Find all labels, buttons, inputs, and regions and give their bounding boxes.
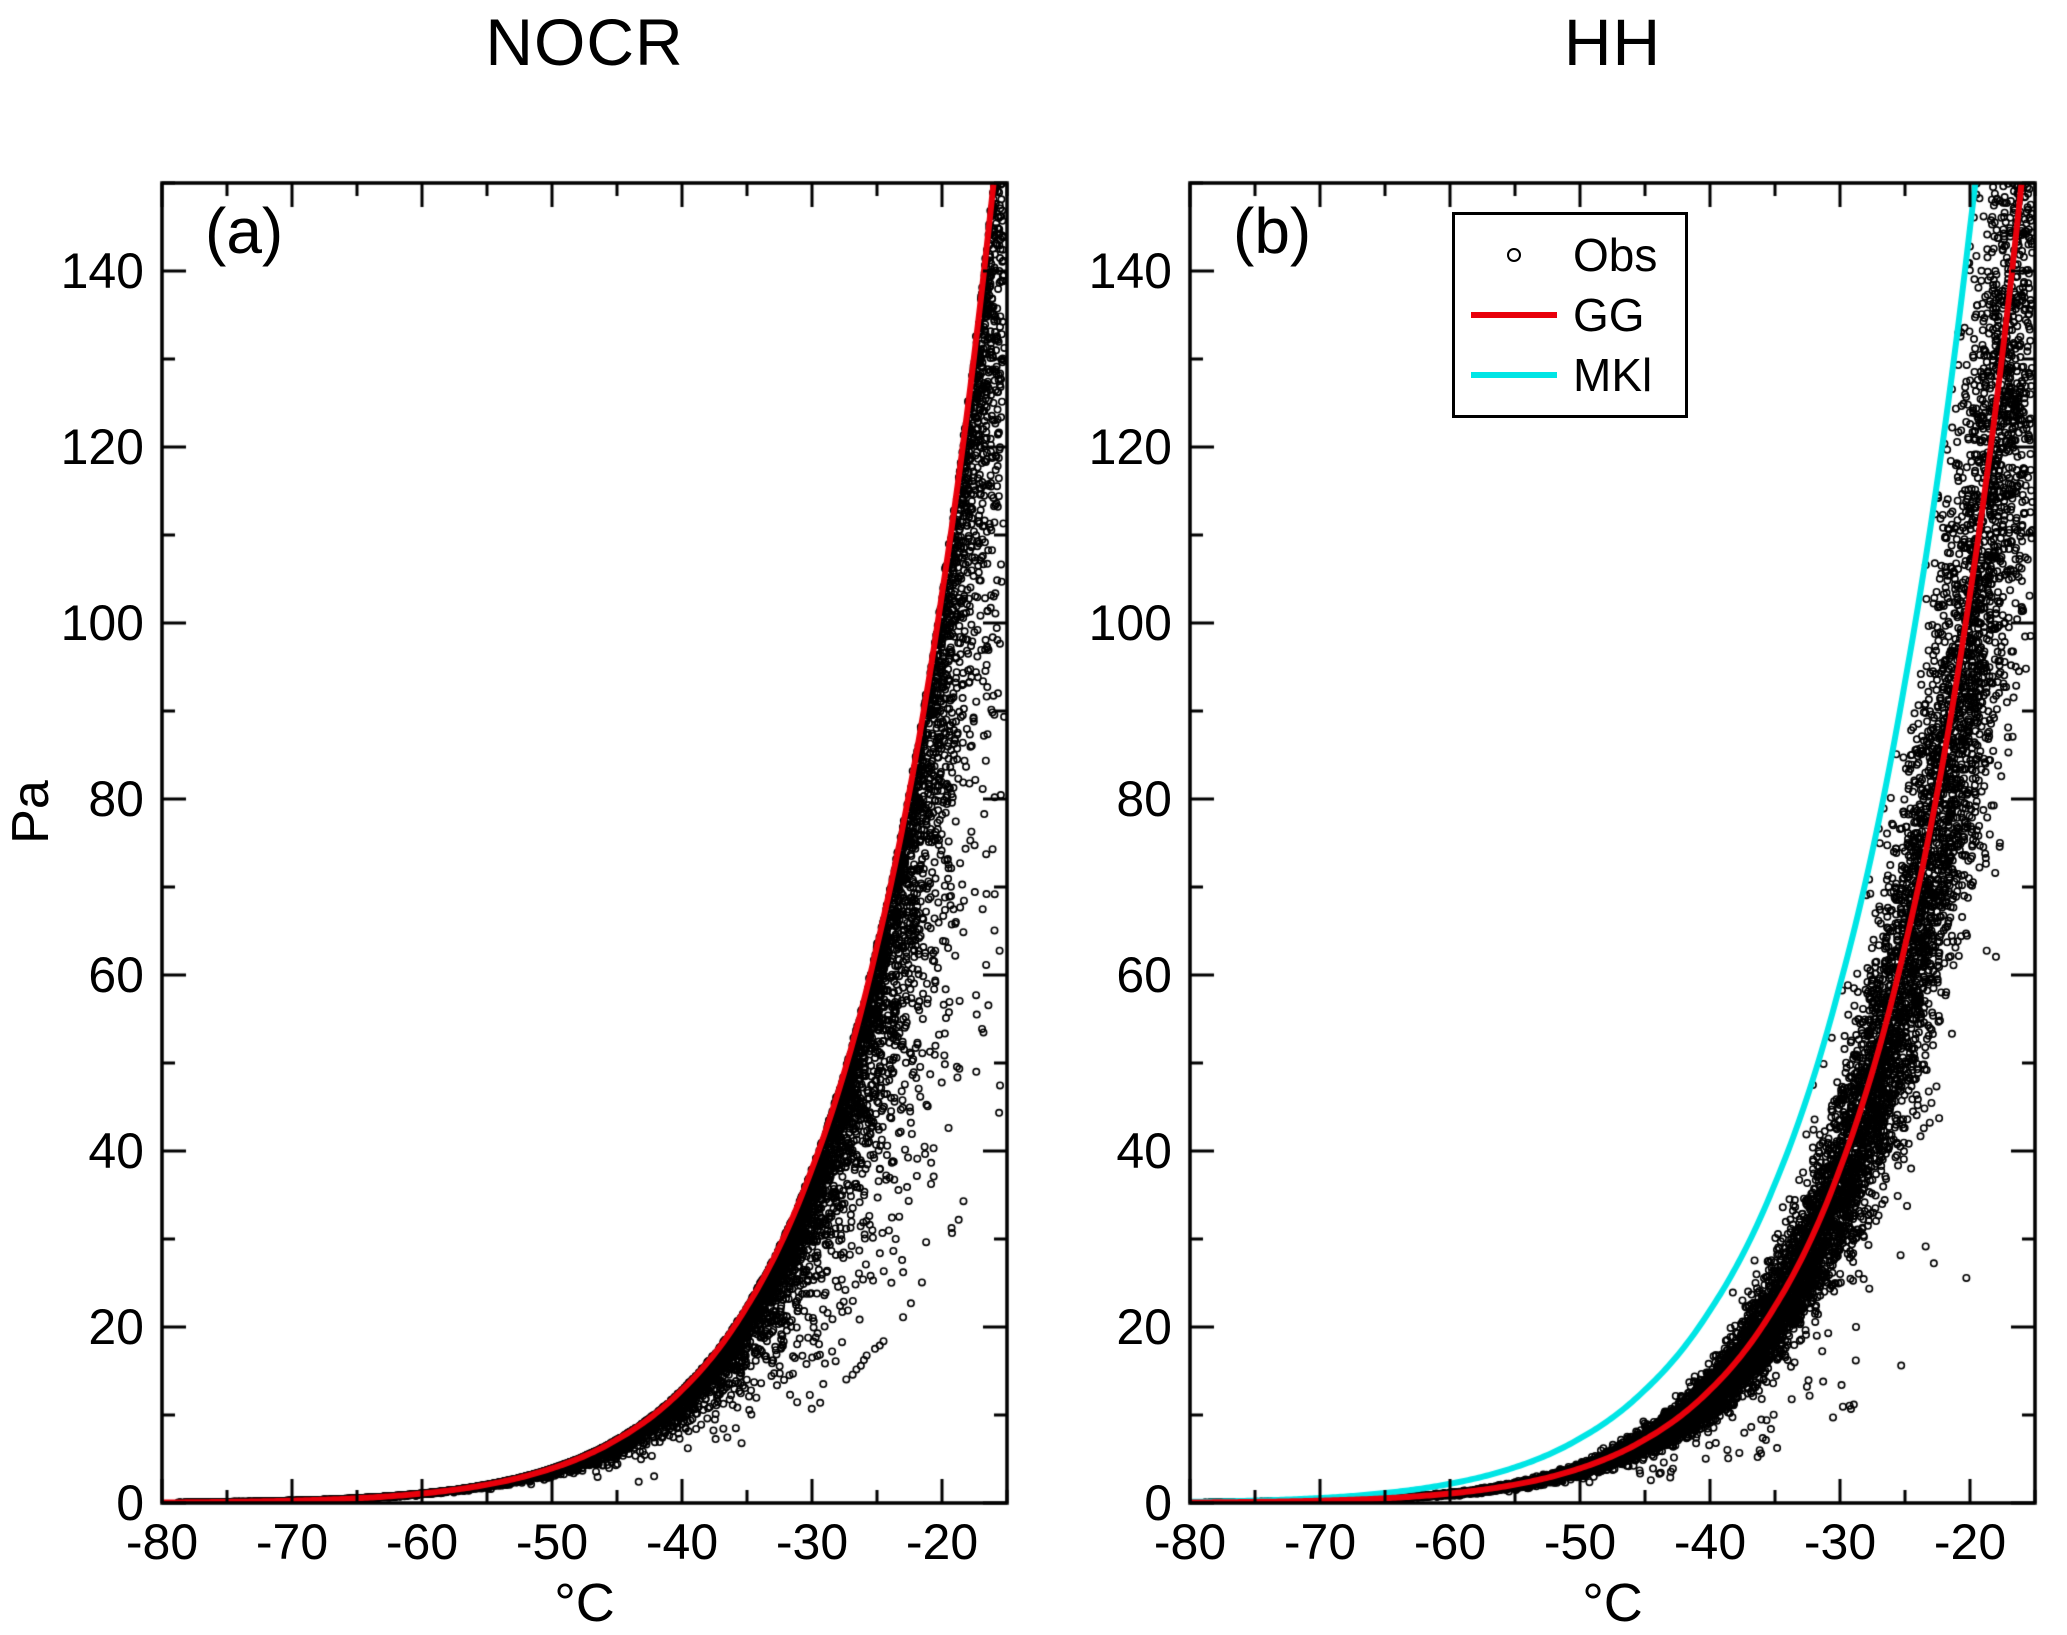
y-tick-label: 80 — [88, 771, 144, 827]
legend-label-gg: GG — [1573, 289, 1645, 341]
x-tick-label: -80 — [125, 1514, 199, 1570]
y-tick-label: 140 — [1088, 243, 1172, 299]
y-tick-label: 40 — [1116, 1123, 1172, 1179]
legend-item-obs: Obs — [1471, 229, 1657, 281]
y-tick-label: 20 — [88, 1299, 144, 1355]
mkl-line-icon — [1471, 372, 1557, 378]
panel-a-letter: (a) — [205, 195, 284, 267]
y-tick-label: 100 — [60, 595, 144, 651]
y-tick-label: 60 — [88, 947, 144, 1003]
y-tick-label: 100 — [1088, 595, 1172, 651]
x-tick-label: -50 — [515, 1514, 589, 1570]
x-tick-label: -30 — [775, 1514, 849, 1570]
x-tick-label: -20 — [1933, 1514, 2007, 1570]
x-tick-label: -40 — [645, 1514, 719, 1570]
x-axis-label-b: °C — [1582, 1573, 1643, 1633]
x-tick-label: -30 — [1803, 1514, 1877, 1570]
x-tick-label: -70 — [1283, 1514, 1357, 1570]
legend-item-mkl: MKl — [1471, 349, 1657, 401]
x-tick-label: -80 — [1153, 1514, 1227, 1570]
x-tick-label: -20 — [905, 1514, 979, 1570]
y-tick-label: 120 — [1088, 419, 1172, 475]
y-tick-label: 120 — [60, 419, 144, 475]
legend-label-mkl: MKl — [1573, 349, 1653, 401]
panel-b-title: HH — [1563, 5, 1662, 79]
y-tick-label: 140 — [60, 243, 144, 299]
y-tick-label: 0 — [1144, 1475, 1172, 1531]
x-tick-label: -60 — [1413, 1514, 1487, 1570]
x-tick-label: -60 — [385, 1514, 459, 1570]
legend-item-gg: GG — [1471, 289, 1657, 341]
x-tick-label: -40 — [1673, 1514, 1747, 1570]
y-tick-label: 0 — [116, 1475, 144, 1531]
y-tick-label: 80 — [1116, 771, 1172, 827]
y-tick-label: 40 — [88, 1123, 144, 1179]
y-tick-label: 60 — [1116, 947, 1172, 1003]
gg-line-icon — [1471, 312, 1557, 318]
legend: Obs GG MKl — [1452, 212, 1689, 418]
x-tick-label: -70 — [255, 1514, 329, 1570]
panel-a-title: NOCR — [485, 5, 684, 79]
obs-marker-icon — [1471, 248, 1557, 262]
panel-b-letter: (b) — [1233, 195, 1312, 267]
x-axis-label-a: °C — [554, 1573, 615, 1633]
x-tick-label: -50 — [1543, 1514, 1617, 1570]
legend-label-obs: Obs — [1573, 229, 1658, 281]
y-tick-label: 20 — [1116, 1299, 1172, 1355]
